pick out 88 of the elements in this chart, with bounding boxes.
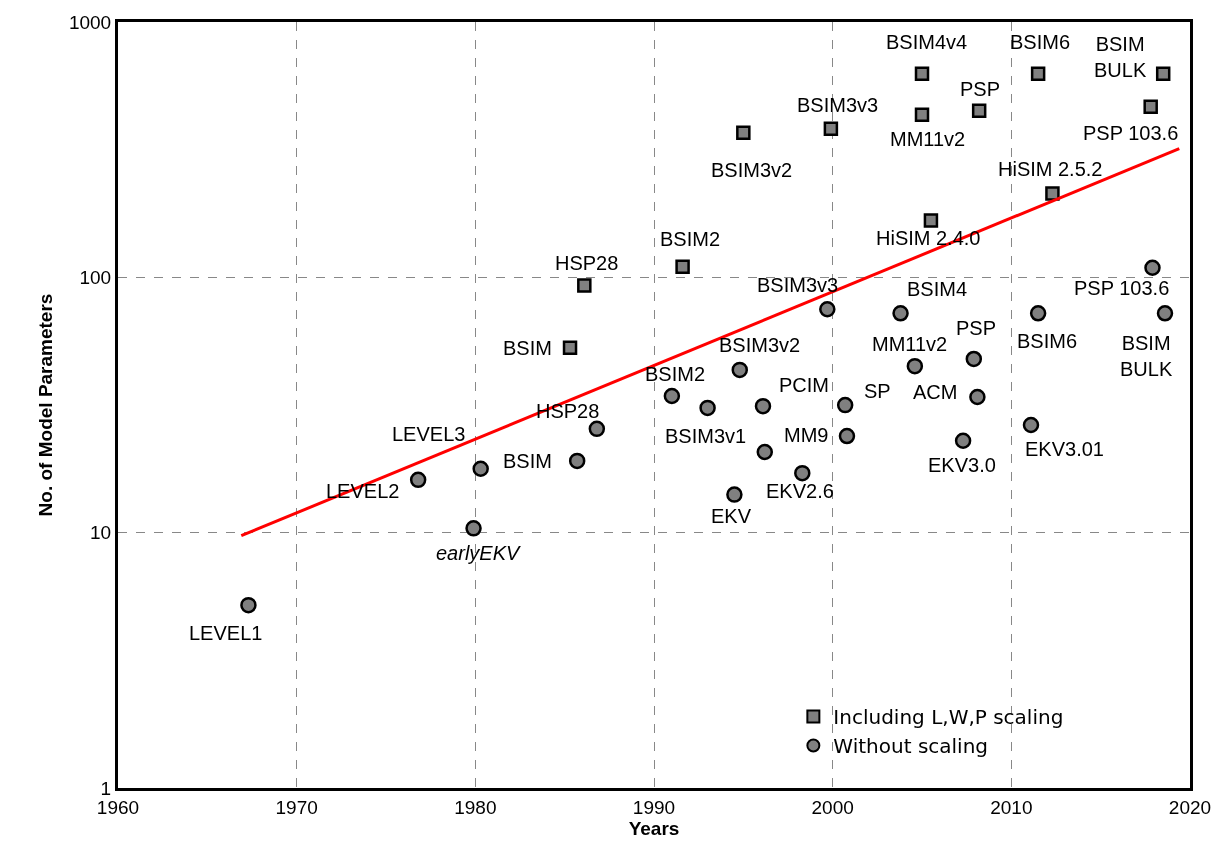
point	[472, 460, 489, 477]
point	[577, 278, 592, 293]
point	[969, 388, 986, 406]
x-tick-label: 1990	[632, 796, 676, 818]
annotation: PSP 103.6	[1074, 277, 1170, 299]
point	[1156, 305, 1174, 322]
point	[1144, 259, 1161, 277]
x-tick-label: 1960	[96, 796, 140, 818]
y-tick-label: 10	[90, 522, 112, 544]
point	[562, 340, 578, 355]
annotation: MM11v2	[872, 333, 948, 355]
annotation: PCIM	[779, 374, 829, 396]
point	[731, 361, 749, 379]
annotation: SP	[864, 380, 891, 402]
annotation: BSIM2	[660, 228, 721, 250]
x-tick-label: 2020	[1168, 796, 1212, 818]
x-tick-label: 1970	[275, 796, 318, 818]
point	[663, 387, 681, 405]
point	[675, 259, 690, 275]
annotation: BSIM4v4	[886, 31, 968, 53]
point	[836, 396, 854, 414]
x-tick-label: 2000	[811, 796, 854, 818]
annotation: BSIM2	[645, 363, 706, 385]
point	[794, 464, 811, 482]
annotation: HSP28	[555, 252, 619, 274]
annotation: BSIM3v3	[757, 274, 839, 296]
y-tick-label: 1000	[68, 11, 112, 33]
annotation: MM11v2	[890, 128, 966, 150]
point	[1029, 305, 1047, 322]
annotation: PSP	[956, 317, 997, 339]
point	[726, 486, 743, 503]
point	[892, 305, 909, 322]
y-tick-label: 100	[79, 266, 112, 288]
annotation: LEVEL3	[392, 423, 466, 445]
annotation: HSP28	[536, 400, 600, 422]
point	[465, 520, 482, 537]
x-tick-label: 1980	[454, 796, 497, 818]
point	[914, 66, 930, 82]
legend-label: Including L,W,P scaling	[833, 705, 1064, 730]
annotation: EKV	[711, 505, 752, 527]
annotation: earlyEKV	[436, 542, 522, 564]
annotation: BSIM6	[1017, 330, 1078, 352]
annotation: BSIM4	[907, 278, 968, 300]
point	[754, 397, 772, 415]
annotation: BSIM BULK	[1094, 33, 1147, 81]
point	[699, 399, 716, 417]
point	[954, 432, 972, 450]
annotation: EKV3.0	[928, 454, 996, 476]
annotation: EKV3.01	[1025, 438, 1104, 460]
y-axis-title: No. of Model Parameters	[34, 293, 56, 517]
point	[823, 121, 839, 136]
point	[756, 443, 774, 461]
point	[965, 350, 983, 368]
point	[906, 357, 924, 375]
point	[568, 452, 586, 470]
x-tick-label: 2010	[990, 796, 1033, 818]
point	[971, 103, 987, 119]
annotation: PSP	[960, 78, 1001, 100]
x-axis-title: Years	[628, 817, 680, 839]
annotation: PSP 103.6	[1083, 122, 1179, 144]
legend-label: Without scaling	[833, 734, 989, 759]
annotation: BSIM	[503, 450, 552, 472]
point	[588, 420, 606, 438]
annotation: BSIM BULK	[1120, 332, 1173, 380]
annotation: BSIM3v2	[711, 159, 793, 181]
point	[819, 300, 836, 318]
annotation: ACM	[913, 381, 958, 403]
point	[409, 471, 427, 489]
annotation: BSIM	[503, 337, 552, 359]
point	[1155, 66, 1171, 82]
point	[923, 213, 939, 228]
point	[914, 107, 930, 123]
point	[1030, 66, 1046, 82]
annotation: BSIM6	[1010, 31, 1071, 53]
annotation: BSIM3v1	[665, 425, 747, 447]
annotation: HiSIM 2.5.2	[998, 158, 1103, 180]
point	[1022, 416, 1040, 434]
y-tick-label: 1	[100, 777, 112, 799]
point	[240, 596, 257, 614]
point	[1045, 186, 1060, 201]
point	[1143, 99, 1158, 114]
annotation: LEVEL1	[189, 622, 263, 644]
point	[736, 125, 751, 141]
annotation: MM9	[784, 424, 829, 446]
annotation: BSIM3v2	[719, 334, 801, 356]
point	[838, 427, 856, 445]
annotation: EKV2.6	[766, 480, 834, 502]
annotation: BSIM3v3	[797, 94, 879, 116]
